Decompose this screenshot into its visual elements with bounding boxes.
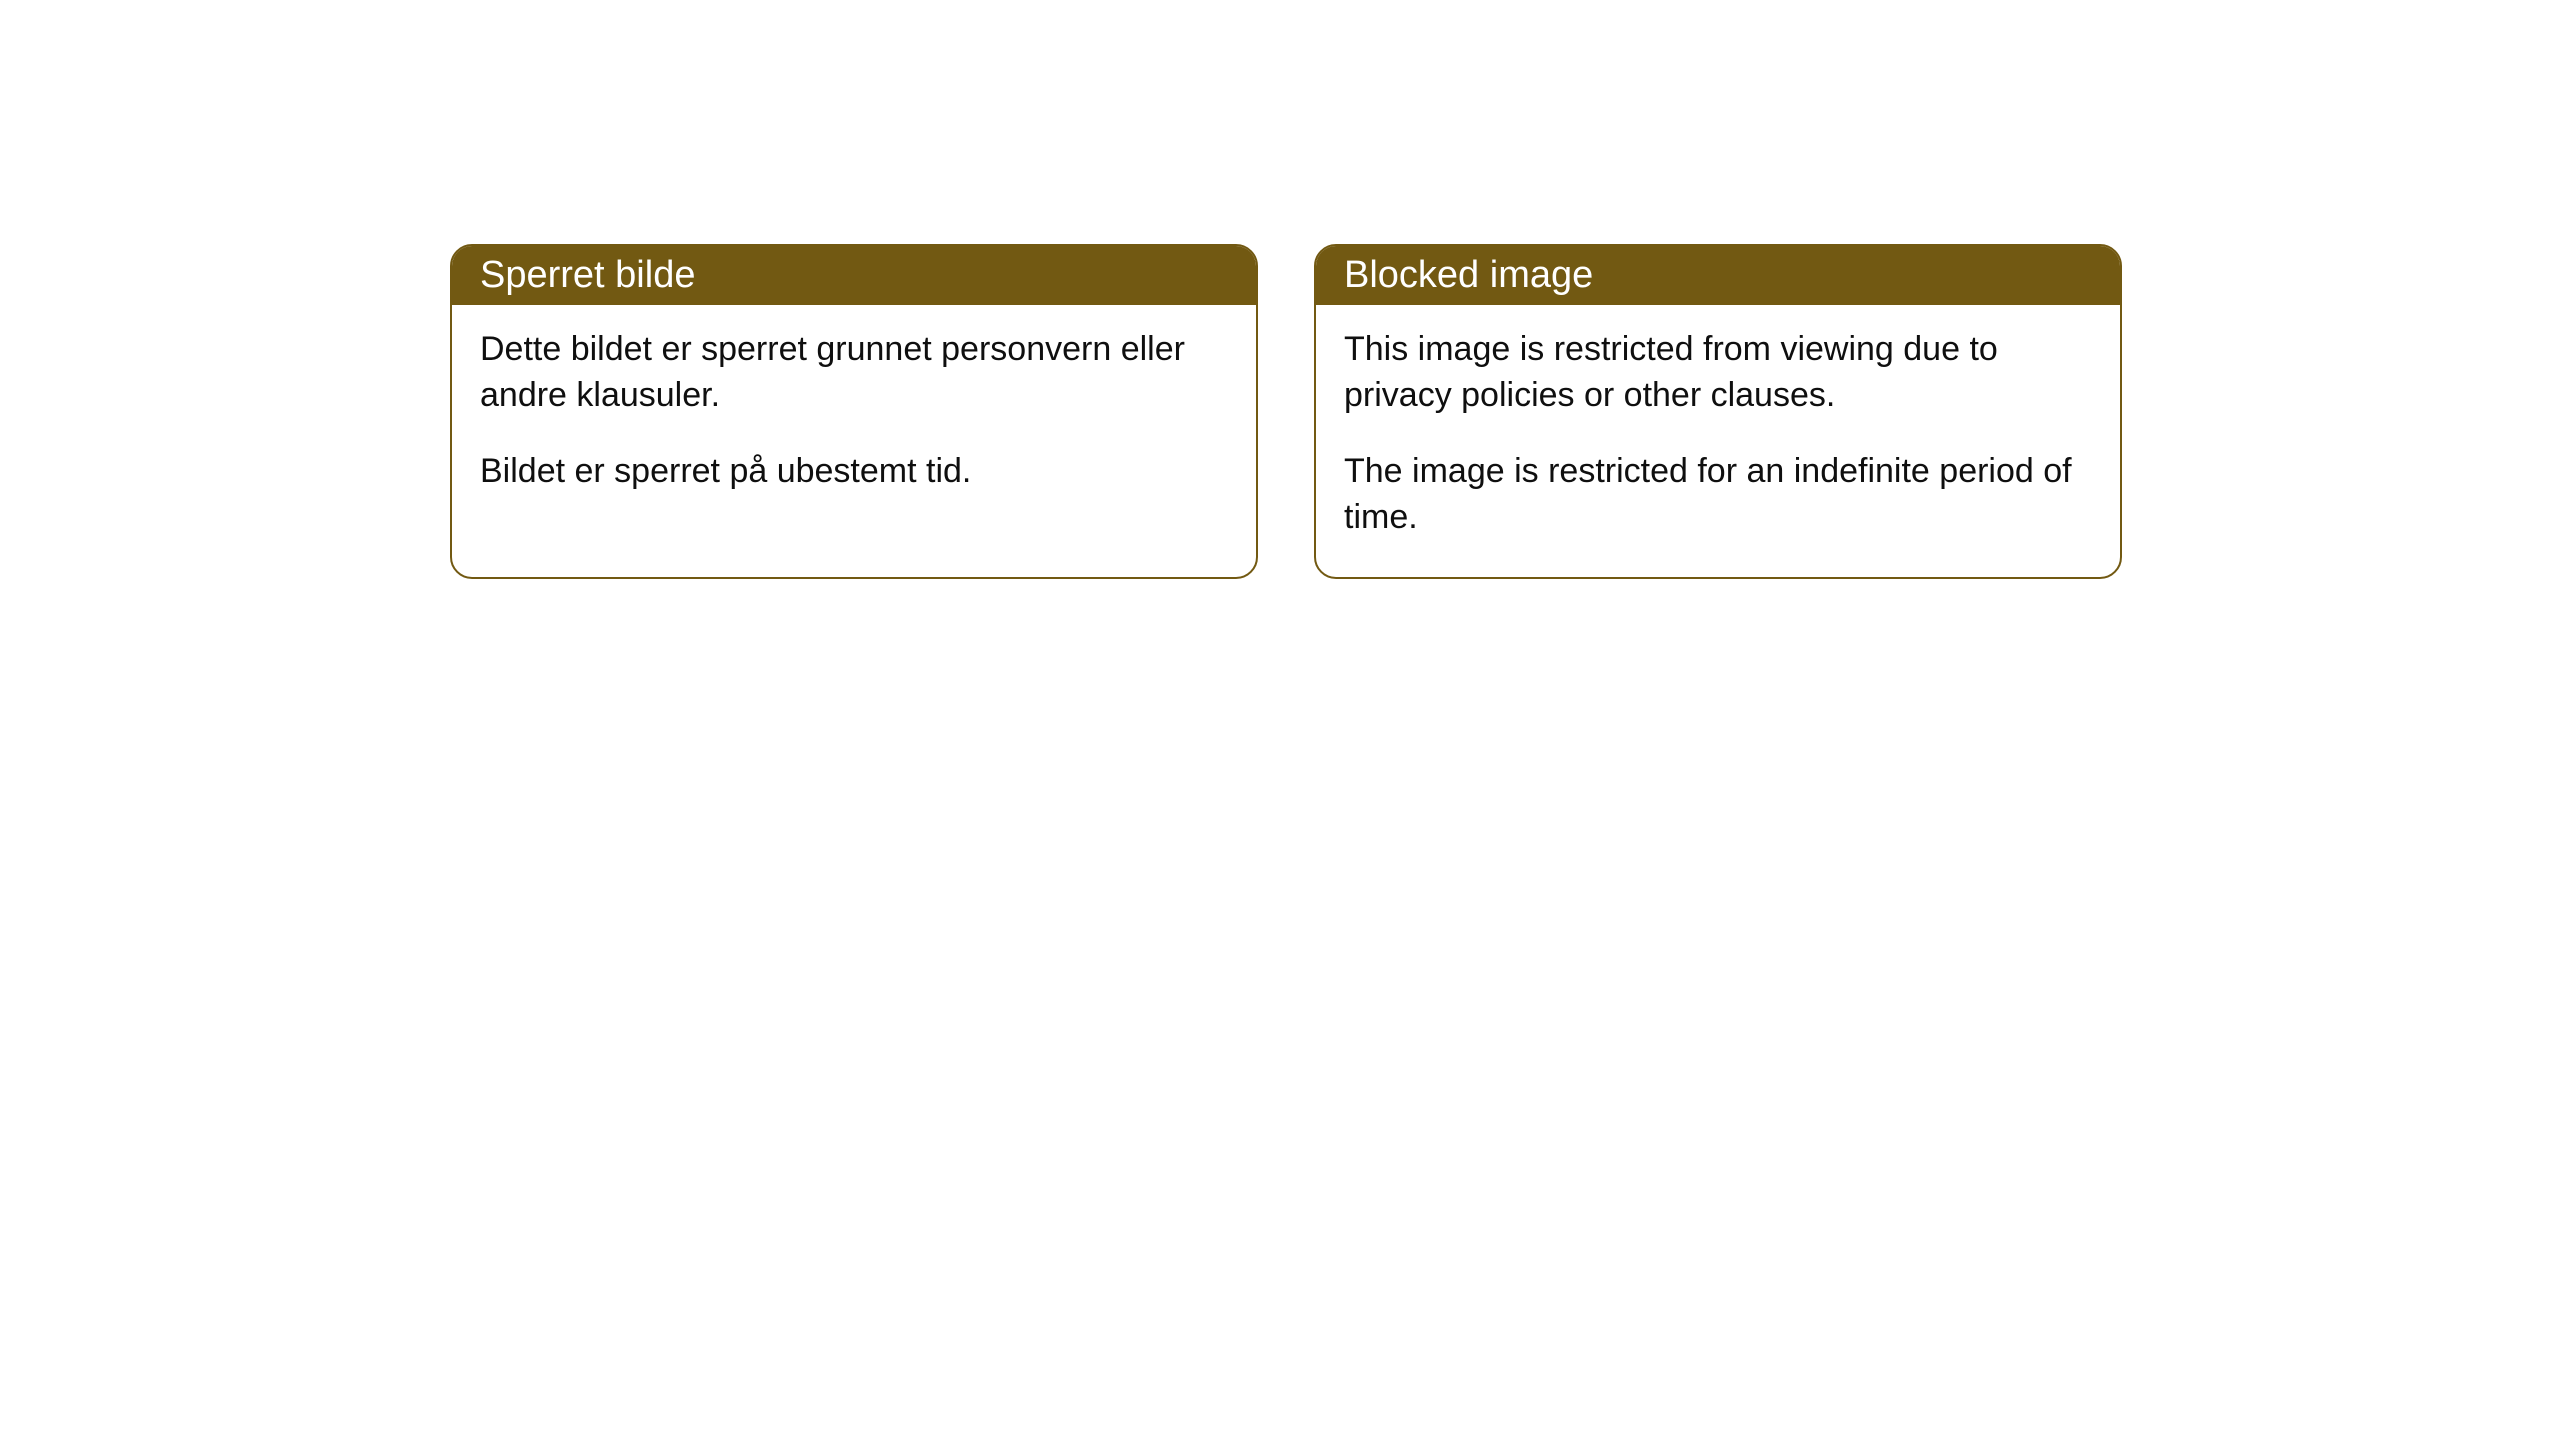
card-header-norwegian: Sperret bilde: [452, 246, 1256, 305]
card-english: Blocked image This image is restricted f…: [1314, 244, 2122, 579]
card-title: Blocked image: [1344, 254, 1593, 296]
card-text-line1: This image is restricted from viewing du…: [1344, 327, 2092, 419]
card-header-english: Blocked image: [1316, 246, 2120, 305]
card-text-line1: Dette bildet er sperret grunnet personve…: [480, 327, 1228, 419]
blocked-image-cards: Sperret bilde Dette bildet er sperret gr…: [450, 244, 2122, 579]
card-body-norwegian: Dette bildet er sperret grunnet personve…: [452, 305, 1256, 531]
card-text-line2: The image is restricted for an indefinit…: [1344, 449, 2092, 541]
card-text-line2: Bildet er sperret på ubestemt tid.: [480, 449, 1228, 495]
card-title: Sperret bilde: [480, 254, 695, 296]
card-norwegian: Sperret bilde Dette bildet er sperret gr…: [450, 244, 1258, 579]
card-body-english: This image is restricted from viewing du…: [1316, 305, 2120, 577]
